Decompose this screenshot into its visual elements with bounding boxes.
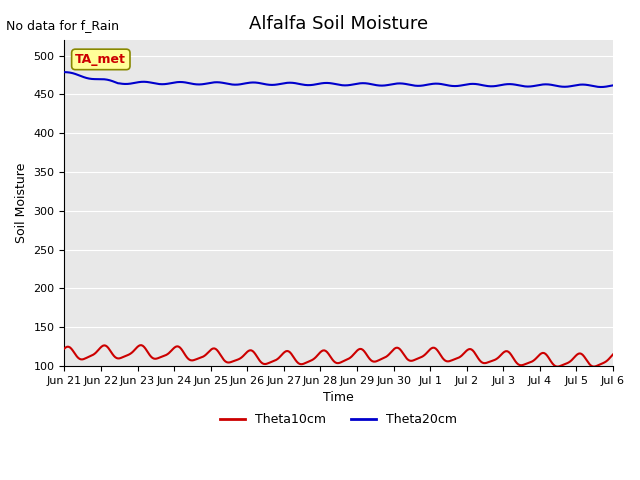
Legend: Theta10cm, Theta20cm: Theta10cm, Theta20cm xyxy=(215,408,462,432)
Text: No data for f_Rain: No data for f_Rain xyxy=(6,19,120,32)
Y-axis label: Soil Moisture: Soil Moisture xyxy=(15,163,28,243)
X-axis label: Time: Time xyxy=(323,391,354,404)
Text: TA_met: TA_met xyxy=(76,53,126,66)
Title: Alfalfa Soil Moisture: Alfalfa Soil Moisture xyxy=(249,15,428,33)
